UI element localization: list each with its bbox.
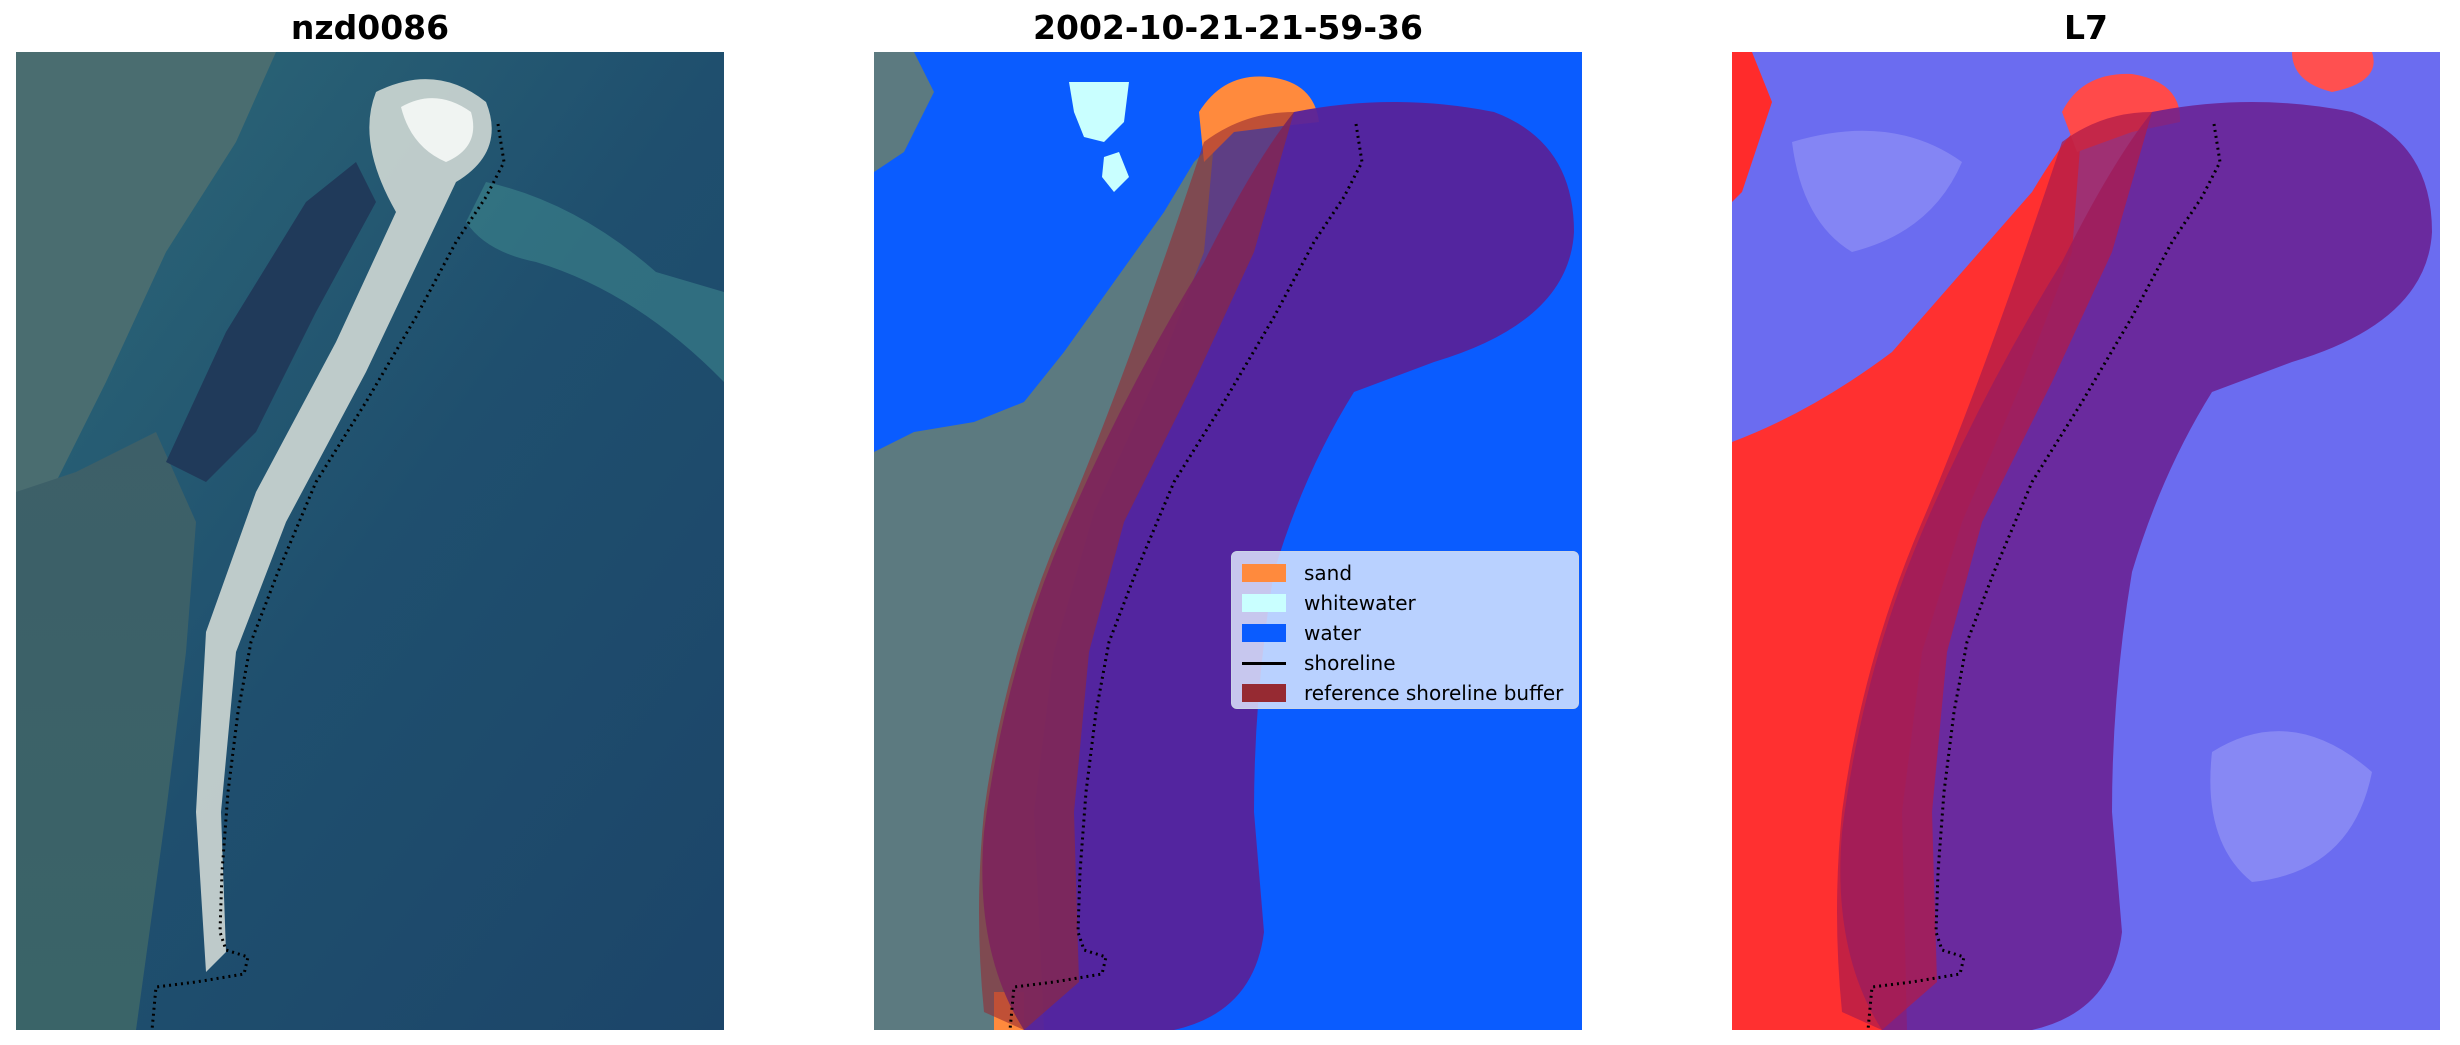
- classified-image: [874, 52, 1582, 1030]
- legend-swatch-shoreline: [1242, 661, 1286, 665]
- buffer-over-water: [982, 102, 1574, 1030]
- legend-label: whitewater: [1304, 591, 1416, 615]
- legend-item-water: water: [1242, 618, 1568, 648]
- panel-title-classified: 2002-10-21-21-59-36: [1033, 8, 1423, 47]
- legend-item-shoreline: shoreline: [1242, 648, 1568, 678]
- legend-label: sand: [1304, 561, 1353, 585]
- legend-swatch-water: [1242, 624, 1286, 642]
- sand-spit: [196, 79, 492, 973]
- index-positive-top-left: [1732, 52, 1772, 202]
- panel-title-index: L7: [2064, 8, 2108, 47]
- legend-label: water: [1304, 621, 1361, 645]
- shallow-water: [466, 182, 724, 382]
- legend: sand whitewater water shoreline referenc…: [1231, 551, 1579, 709]
- index-light-area-lower: [2210, 731, 2372, 882]
- legend-item-sand: sand: [1242, 558, 1568, 588]
- legend-item-whitewater: whitewater: [1242, 588, 1568, 618]
- whitewater-class-patch: [1069, 82, 1129, 142]
- legend-swatch-sand: [1242, 564, 1286, 582]
- index-positive-top-right: [2292, 52, 2374, 92]
- lagoon: [166, 162, 376, 482]
- land-lower-left: [16, 432, 196, 1030]
- panel-title-rgb: nzd0086: [290, 8, 450, 47]
- spit-tip: [401, 98, 474, 162]
- buffer-over-water: [1840, 102, 2432, 1030]
- legend-swatch-buffer: [1242, 684, 1286, 702]
- legend-swatch-whitewater: [1242, 594, 1286, 612]
- buffer-over-land: [979, 112, 1294, 1030]
- land-upper-left: [16, 52, 276, 492]
- legend-label: shoreline: [1304, 651, 1396, 675]
- whitewater-class-patch-small: [1102, 152, 1129, 192]
- rgb-satellite-image: [16, 52, 724, 1030]
- land-top-left: [874, 52, 934, 172]
- index-light-area: [1792, 130, 1962, 252]
- legend-item-buffer: reference shoreline buffer: [1242, 678, 1568, 708]
- legend-label: reference shoreline buffer: [1304, 681, 1564, 705]
- index-image: [1732, 52, 2440, 1030]
- buffer-over-land: [1837, 112, 2152, 1030]
